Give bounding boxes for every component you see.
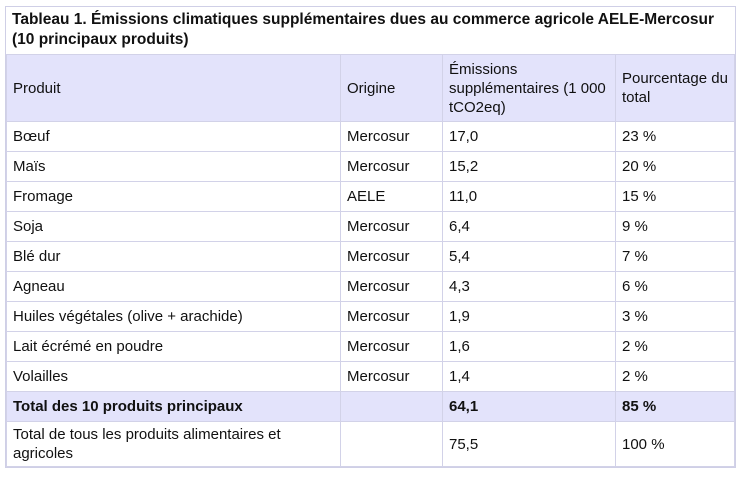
total-top10-origine	[340, 391, 443, 422]
cell-emissions: 15,2	[442, 151, 616, 182]
cell-emissions: 11,0	[442, 181, 616, 212]
cell-emissions: 1,6	[442, 331, 616, 362]
table-caption: Tableau 1. Émissions climatiques supplém…	[6, 7, 735, 54]
header-origine: Origine	[340, 54, 443, 122]
cell-pourcentage: 15 %	[615, 181, 735, 212]
cell-pourcentage: 9 %	[615, 211, 735, 242]
cell-emissions: 5,4	[442, 241, 616, 272]
emissions-table: Produit Origine Émissions supplémentaire…	[6, 54, 735, 467]
table-row: Agneau Mercosur 4,3 6 %	[6, 271, 735, 302]
cell-produit: Maïs	[6, 151, 341, 182]
cell-emissions: 1,4	[442, 361, 616, 392]
table-row: Huiles végétales (olive + arachide) Merc…	[6, 301, 735, 332]
cell-produit: Soja	[6, 211, 341, 242]
cell-emissions: 1,9	[442, 301, 616, 332]
total-all-pourcentage: 100 %	[615, 421, 735, 467]
cell-pourcentage: 2 %	[615, 331, 735, 362]
table-row: Soja Mercosur 6,4 9 %	[6, 211, 735, 242]
cell-origine: Mercosur	[340, 241, 443, 272]
cell-produit: Blé dur	[6, 241, 341, 272]
cell-pourcentage: 3 %	[615, 301, 735, 332]
total-all-row: Total de tous les produits alimentaires …	[6, 421, 735, 467]
table-row: Maïs Mercosur 15,2 20 %	[6, 151, 735, 182]
total-all-emissions: 75,5	[442, 421, 616, 467]
cell-origine: Mercosur	[340, 331, 443, 362]
cell-origine: AELE	[340, 181, 443, 212]
cell-origine: Mercosur	[340, 211, 443, 242]
header-pourcentage: Pourcentage du total	[615, 54, 735, 122]
cell-pourcentage: 2 %	[615, 361, 735, 392]
header-row: Produit Origine Émissions supplémentaire…	[6, 54, 735, 122]
cell-produit: Bœuf	[6, 121, 341, 152]
total-all-origine	[340, 421, 443, 467]
cell-produit: Agneau	[6, 271, 341, 302]
cell-origine: Mercosur	[340, 361, 443, 392]
cell-origine: Mercosur	[340, 271, 443, 302]
cell-emissions: 6,4	[442, 211, 616, 242]
cell-produit: Lait écrémé en poudre	[6, 331, 341, 362]
table-row: Blé dur Mercosur 5,4 7 %	[6, 241, 735, 272]
cell-produit: Volailles	[6, 361, 341, 392]
table-row: Lait écrémé en poudre Mercosur 1,6 2 %	[6, 331, 735, 362]
total-top10-label: Total des 10 produits principaux	[6, 391, 341, 422]
total-top10-emissions: 64,1	[442, 391, 616, 422]
total-top10-row: Total des 10 produits principaux 64,1 85…	[6, 391, 735, 422]
cell-origine: Mercosur	[340, 151, 443, 182]
cell-produit: Fromage	[6, 181, 341, 212]
total-all-label: Total de tous les produits alimentaires …	[6, 421, 341, 467]
cell-pourcentage: 6 %	[615, 271, 735, 302]
header-produit: Produit	[6, 54, 341, 122]
total-top10-pourcentage: 85 %	[615, 391, 735, 422]
cell-pourcentage: 23 %	[615, 121, 735, 152]
cell-produit: Huiles végétales (olive + arachide)	[6, 301, 341, 332]
table-row: Volailles Mercosur 1,4 2 %	[6, 361, 735, 392]
table-row: Fromage AELE 11,0 15 %	[6, 181, 735, 212]
table-row: Bœuf Mercosur 17,0 23 %	[6, 121, 735, 152]
cell-emissions: 4,3	[442, 271, 616, 302]
emissions-table-container: Tableau 1. Émissions climatiques supplém…	[5, 6, 736, 468]
cell-emissions: 17,0	[442, 121, 616, 152]
cell-pourcentage: 7 %	[615, 241, 735, 272]
cell-origine: Mercosur	[340, 301, 443, 332]
header-emissions: Émissions supplémentaires (1 000 tCO2eq)	[442, 54, 616, 122]
cell-pourcentage: 20 %	[615, 151, 735, 182]
cell-origine: Mercosur	[340, 121, 443, 152]
